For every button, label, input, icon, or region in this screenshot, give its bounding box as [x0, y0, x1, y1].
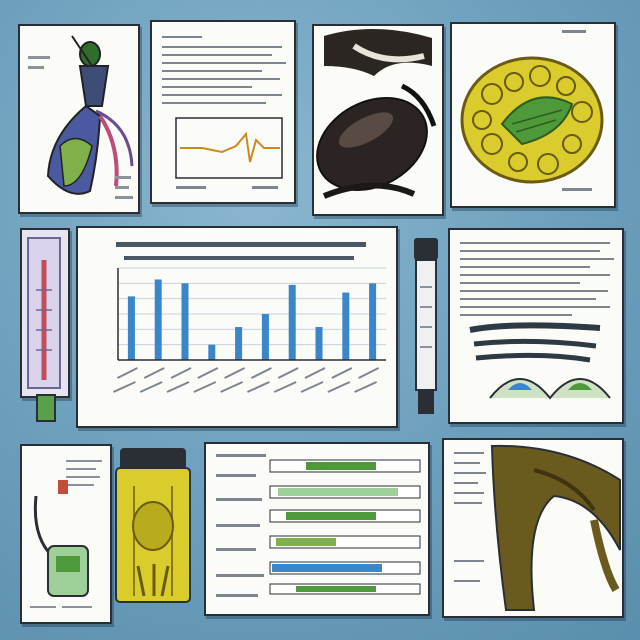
bar — [127, 296, 135, 360]
bar — [288, 284, 296, 360]
bar — [315, 327, 323, 360]
x-tick-scribble — [193, 381, 217, 393]
vial — [410, 236, 442, 418]
vial-drawing — [414, 238, 438, 414]
x-tick-scribble — [273, 381, 297, 393]
x-tick-scribble — [358, 367, 380, 379]
x-tick-scribble — [166, 381, 190, 393]
x-tick-scribble — [143, 367, 165, 379]
bar — [342, 292, 350, 360]
x-tick-scribble — [170, 367, 192, 379]
panel-yellow-jar — [114, 446, 192, 604]
bar — [181, 283, 189, 360]
x-tick-scribble — [112, 381, 136, 393]
panel-brown-specimen — [442, 438, 624, 618]
device-drawing — [30, 460, 102, 608]
bar — [369, 283, 377, 360]
chart-bars — [127, 279, 377, 360]
x-tick-scribble — [304, 367, 326, 379]
insect-drawing — [28, 35, 134, 199]
cell-texture-drawing — [460, 30, 604, 191]
x-tick-scribble — [331, 367, 353, 379]
lab-report-drawing — [216, 454, 421, 597]
document-figure — [469, 322, 611, 400]
panel-dark-specimen — [312, 24, 444, 216]
brown-specimen-drawing — [490, 444, 621, 611]
bar-chart — [112, 267, 386, 393]
bar — [154, 279, 162, 360]
panel-lab-report — [204, 442, 430, 616]
x-tick-scribble — [220, 381, 244, 393]
x-tick-scribble — [327, 381, 351, 393]
x-tick-scribble — [354, 381, 378, 393]
bar — [261, 314, 269, 360]
bar — [235, 327, 243, 360]
x-tick-scribble — [250, 367, 272, 379]
panel-test-tube — [20, 228, 70, 398]
x-tick-scribble — [277, 367, 299, 379]
tube-cap — [36, 394, 56, 422]
panel-bar-chart — [76, 226, 398, 428]
x-tick-scribble — [246, 381, 270, 393]
panel-text-document — [448, 228, 624, 424]
panel-document-line-plot — [150, 20, 296, 204]
panel-insect-illustration — [18, 24, 140, 214]
test-tube-drawing — [27, 237, 61, 389]
specimen-drawing — [316, 28, 437, 199]
x-tick-scribble — [139, 381, 163, 393]
line-plot-figure — [175, 117, 283, 189]
panel-cell-texture — [450, 22, 616, 208]
x-tick-scribble — [197, 367, 219, 379]
jar-drawing — [115, 448, 191, 603]
bar — [208, 344, 216, 360]
chart-x-tick-scribbles — [112, 367, 380, 393]
x-tick-scribble — [224, 367, 246, 379]
x-tick-scribble — [300, 381, 324, 393]
panel-device-diagram — [20, 444, 112, 624]
x-tick-scribble — [116, 367, 138, 379]
